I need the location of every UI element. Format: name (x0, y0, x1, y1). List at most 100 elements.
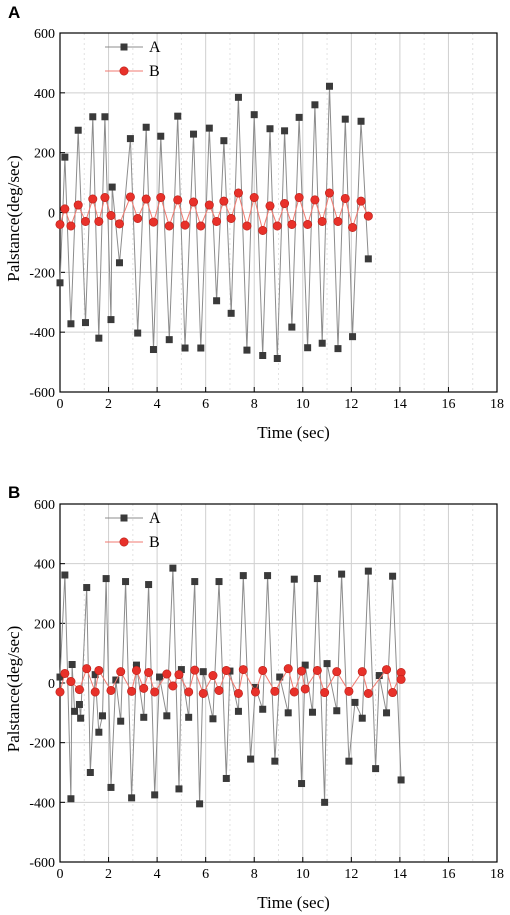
data-point-square (156, 673, 164, 681)
data-point-circle (106, 685, 116, 695)
data-point-circle (396, 674, 406, 684)
data-point-square (142, 123, 150, 131)
data-point-circle (133, 213, 143, 223)
data-point-square (95, 728, 103, 736)
data-point-circle (344, 686, 354, 696)
series-b (55, 188, 373, 235)
x-tick-label: 18 (490, 397, 504, 412)
data-point-square (298, 780, 306, 788)
data-point-circle (156, 193, 166, 203)
data-point-square (81, 319, 89, 327)
data-point-square (325, 82, 333, 90)
panel-label: B (8, 483, 20, 502)
data-point-square (56, 279, 64, 287)
legend-marker-circle (119, 66, 129, 76)
data-point-circle (131, 665, 141, 675)
data-point-circle (357, 667, 367, 677)
data-point-square (102, 575, 110, 583)
data-point-circle (226, 213, 236, 223)
data-point-circle (233, 188, 243, 198)
data-point-square (389, 572, 397, 580)
data-point-circle (60, 668, 70, 678)
data-point-square (108, 183, 116, 191)
x-tick-label: 16 (441, 397, 455, 412)
data-point-square (74, 126, 82, 134)
data-point-square (107, 316, 115, 324)
data-point-square (157, 132, 165, 140)
y-tick-label: 400 (34, 558, 55, 573)
x-tick-label: 12 (344, 867, 358, 882)
x-tick-label: 4 (154, 397, 161, 412)
data-point-square (234, 93, 242, 101)
data-point-square (220, 137, 228, 145)
data-point-square (140, 713, 148, 721)
data-point-square (196, 800, 204, 808)
data-point-circle (283, 664, 293, 674)
data-point-square (122, 578, 130, 586)
data-point-circle (363, 688, 373, 698)
y-tick-label: 200 (34, 617, 55, 632)
y-axis-title: Palstance(deg/sec) (4, 155, 23, 282)
data-point-circle (144, 668, 154, 678)
data-point-square (334, 345, 342, 353)
data-point-square (107, 783, 115, 791)
data-point-square (239, 572, 247, 580)
x-tick-label: 8 (251, 867, 258, 882)
y-tick-label: 0 (48, 207, 55, 222)
data-point-square (341, 115, 349, 123)
data-point-square (191, 578, 199, 586)
x-tick-label: 12 (344, 397, 358, 412)
x-tick-label: 14 (393, 397, 407, 412)
data-point-square (61, 153, 69, 161)
x-axis-title: Time (sec) (257, 893, 330, 912)
data-point-square (357, 117, 365, 125)
data-point-circle (212, 216, 222, 226)
y-tick-label: -400 (29, 326, 55, 341)
data-point-square (372, 765, 380, 773)
data-point-circle (204, 200, 214, 210)
data-point-circle (55, 219, 65, 229)
y-tick-label: -600 (29, 386, 55, 401)
y-tick-label: 400 (34, 87, 55, 102)
data-point-circle (82, 664, 92, 674)
data-point-square (295, 113, 303, 121)
data-point-circle (297, 666, 307, 676)
data-point-circle (233, 688, 243, 698)
data-point-circle (141, 194, 151, 204)
data-point-circle (148, 217, 158, 227)
data-point-square (259, 705, 267, 713)
data-point-square (126, 135, 134, 143)
data-point-square (169, 564, 177, 572)
data-point-circle (208, 671, 218, 681)
data-point-square (243, 346, 251, 354)
data-point-circle (94, 665, 104, 675)
x-tick-label: 14 (393, 867, 407, 882)
data-point-circle (164, 221, 174, 231)
data-point-circle (388, 688, 398, 698)
data-point-circle (312, 665, 322, 675)
data-point-square (397, 776, 405, 784)
data-point-square (163, 712, 171, 720)
data-point-square (383, 709, 391, 717)
legend-label-b: B (149, 534, 160, 551)
data-point-circle (55, 687, 65, 697)
data-point-square (95, 334, 103, 342)
data-point-square (67, 320, 75, 328)
data-point-circle (60, 204, 70, 214)
data-point-circle (184, 687, 194, 697)
data-point-circle (100, 193, 110, 203)
x-tick-label: 2 (105, 867, 112, 882)
data-point-circle (125, 192, 135, 202)
data-point-circle (106, 210, 116, 220)
data-point-circle (289, 687, 299, 697)
data-point-square (375, 672, 383, 680)
data-point-square (338, 570, 346, 578)
data-point-square (264, 572, 272, 580)
data-point-square (301, 661, 309, 669)
data-point-circle (272, 221, 282, 231)
data-point-square (181, 344, 189, 352)
chart-panel-a: A 0 2 4 6 8 10 12 14 16 18 -600 -400 -200 0 200 400 600 Ti… (4, 3, 504, 442)
data-point-square (98, 712, 106, 720)
data-point-square (75, 700, 83, 708)
data-point-square (134, 329, 142, 337)
